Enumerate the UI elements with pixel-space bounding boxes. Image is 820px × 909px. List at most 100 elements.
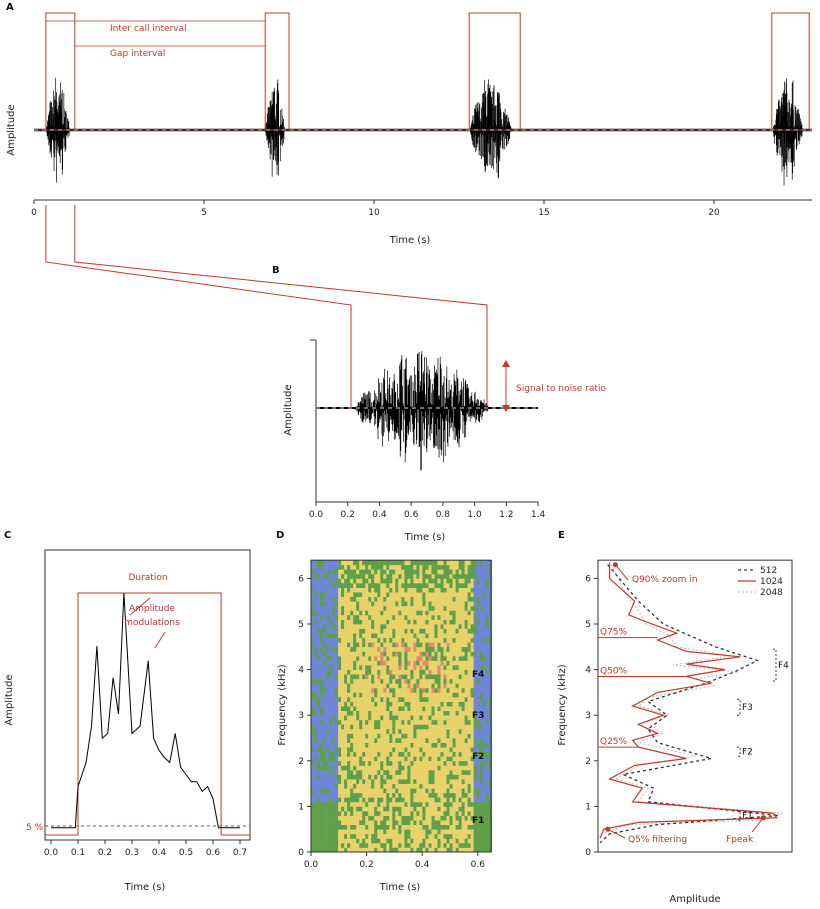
spectrogram-cell <box>440 601 444 607</box>
spectrogram-cell <box>365 806 369 812</box>
spectrogram-cell <box>320 610 324 616</box>
spectrogram-cell <box>383 747 387 753</box>
spectrogram-cell <box>398 587 402 593</box>
spectrogram-cell <box>317 765 321 771</box>
spectrogram-cell <box>464 719 468 725</box>
spectrogram-cell <box>428 605 432 611</box>
spectrogram-cell <box>368 655 372 661</box>
spectrogram-cell <box>485 792 490 798</box>
spectrogram-cell <box>437 820 441 826</box>
spectrogram-cell <box>335 651 339 657</box>
spectrogram-cell <box>332 838 336 844</box>
spectrogram-cell <box>320 724 324 730</box>
spectrogram-cell <box>452 760 456 766</box>
spectrogram-cell <box>482 678 487 684</box>
spectrogram-cell <box>416 573 420 579</box>
spectrogram-cell <box>401 646 405 652</box>
spectrogram-cell <box>350 838 354 844</box>
spectrogram-cell <box>332 774 336 780</box>
spectrogram-cell <box>389 738 393 743</box>
spectrogram-cell <box>446 660 450 666</box>
spectrogram-cell <box>416 724 420 730</box>
spectrogram-cell <box>473 678 477 684</box>
spectrogram-cell <box>431 833 435 839</box>
spectrogram-cell <box>422 792 426 798</box>
spectrogram-cell <box>389 569 393 575</box>
spectrogram-cell <box>434 637 438 643</box>
spectrogram-cell <box>368 838 372 844</box>
spectrogram-cell <box>329 687 333 693</box>
spectrogram-cell <box>437 651 441 657</box>
spectrogram-cell <box>410 628 414 634</box>
spectrogram-cell <box>434 760 438 766</box>
spectrogram-cell <box>356 592 360 598</box>
spectrogram-cell <box>401 564 405 570</box>
spectrogram-cell <box>473 715 477 721</box>
spectrogram-cell <box>389 733 393 739</box>
spectrogram-cell <box>392 701 396 707</box>
spectrogram-cell <box>350 683 354 689</box>
spectrogram-cell <box>488 792 493 798</box>
spectrogram-cell <box>329 715 333 721</box>
spectrogram-cell <box>461 838 465 844</box>
spectrogram-cell <box>317 811 321 816</box>
spectrogram-cell <box>404 728 408 734</box>
spectrogram-cell <box>329 592 333 598</box>
spectrogram-cell <box>332 788 336 794</box>
spectrogram-cell <box>311 788 315 794</box>
spectrogram-cell <box>323 624 327 629</box>
spectrogram-cell <box>452 779 456 784</box>
spectrogram-cell <box>455 614 459 620</box>
spectrogram-cell <box>437 779 441 784</box>
spectrogram-cell <box>380 792 384 798</box>
spectrogram-cell <box>347 806 351 812</box>
spectrogram-cell <box>410 642 414 648</box>
spectrogram-cell <box>398 560 402 566</box>
spectrogram-cell <box>392 665 396 670</box>
spectrogram-cell <box>386 842 390 848</box>
spectrogram-cell <box>419 633 423 639</box>
spectrogram-cell <box>326 842 330 848</box>
spectrogram-cell <box>467 847 471 853</box>
panel-a-x-tick-label: 5 <box>201 208 207 218</box>
spectrogram-cell <box>446 779 450 784</box>
spectrogram-cell <box>461 738 465 743</box>
spectrogram-cell <box>353 706 357 712</box>
spectrogram-cell <box>446 706 450 712</box>
spectrogram-cell <box>380 706 384 712</box>
spectrogram-cell <box>311 783 315 789</box>
spectrogram-cell <box>359 824 363 830</box>
spectrogram-cell <box>413 660 417 666</box>
spectrogram-cell <box>332 564 336 570</box>
spectrogram-cell <box>413 801 417 807</box>
spectrogram-cell <box>464 756 468 762</box>
spectrogram-cell <box>368 829 372 835</box>
spectrogram-cell <box>485 811 490 816</box>
spectrogram-cell <box>419 801 423 807</box>
spectrogram-cell <box>350 724 354 730</box>
spectrogram-cell <box>404 601 408 607</box>
spectrogram-cell <box>356 583 360 588</box>
spectrogram-cell <box>389 701 393 707</box>
spectrogram-cell <box>488 578 493 584</box>
spectrogram-cell <box>395 833 399 839</box>
spectrogram-cell <box>464 724 468 730</box>
spectrogram-cell <box>410 569 414 575</box>
spectrogram-cell <box>323 578 327 584</box>
spectrogram-cell <box>407 838 411 844</box>
spectrogram-cell <box>377 596 381 602</box>
spectrogram-cell <box>434 601 438 607</box>
spectrogram-cell <box>425 747 429 753</box>
spectrogram-cell <box>383 569 387 575</box>
spectrogram-cell <box>401 624 405 629</box>
spectrogram-cell <box>401 783 405 789</box>
spectrogram-cell <box>383 824 387 830</box>
spectrogram-cell <box>428 751 432 757</box>
spectrogram-cell <box>425 592 429 598</box>
spectrogram-cell <box>452 747 456 753</box>
spectrogram-cell <box>455 715 459 721</box>
spectrogram-cell <box>347 710 351 716</box>
spectrogram-cell <box>401 697 405 702</box>
spectrogram-cell <box>344 610 348 616</box>
spectrogram-cell <box>329 760 333 766</box>
